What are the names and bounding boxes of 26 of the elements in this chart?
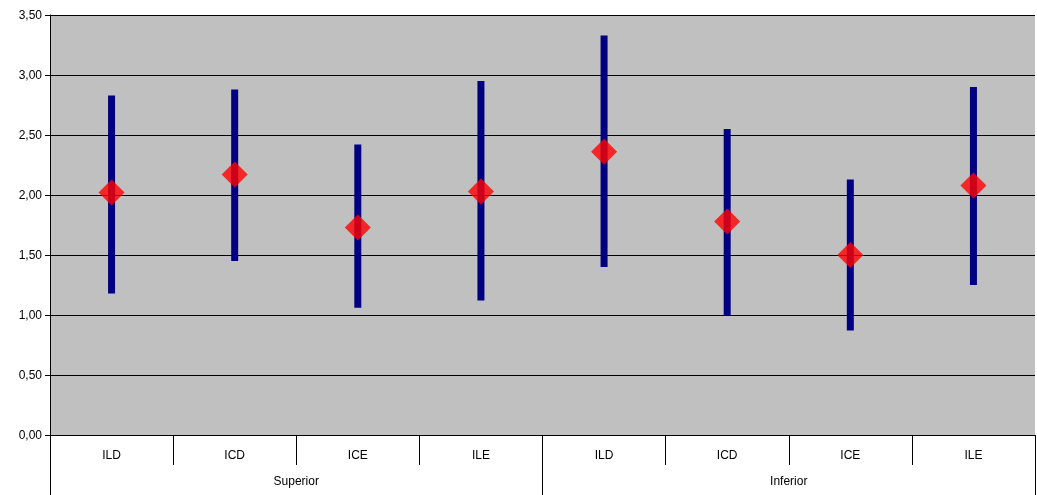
point [591, 138, 618, 165]
point [98, 179, 125, 206]
x-tick-label: ICE [347, 448, 368, 462]
x-tick-label: ICE [840, 448, 861, 462]
x-tick-label: ILE [471, 448, 490, 462]
point [467, 178, 494, 205]
x-tick-label: ILD [102, 448, 122, 462]
y-tick-label: 1,50 [18, 248, 43, 262]
x-tick-label: ICD [224, 448, 246, 462]
x-tick-label: ILD [594, 448, 614, 462]
y-tick-label: 3,00 [18, 68, 43, 82]
y-tick-label: 2,50 [18, 128, 43, 142]
point [837, 242, 864, 268]
x-tick-label: ICD [716, 448, 738, 462]
y-tick-label: 0,50 [18, 368, 43, 382]
text: Superior [273, 474, 319, 488]
point [221, 161, 248, 188]
point [344, 214, 371, 241]
y-tick-label: 3,50 [18, 8, 43, 22]
point [960, 172, 987, 199]
point [714, 208, 741, 235]
text: Inferior [770, 474, 808, 488]
y-tick-label: 1,00 [18, 308, 43, 322]
y-tick-label: 0,00 [18, 428, 43, 442]
x-tick-label: ILE [964, 448, 983, 462]
y-tick-label: 2,00 [18, 188, 43, 202]
